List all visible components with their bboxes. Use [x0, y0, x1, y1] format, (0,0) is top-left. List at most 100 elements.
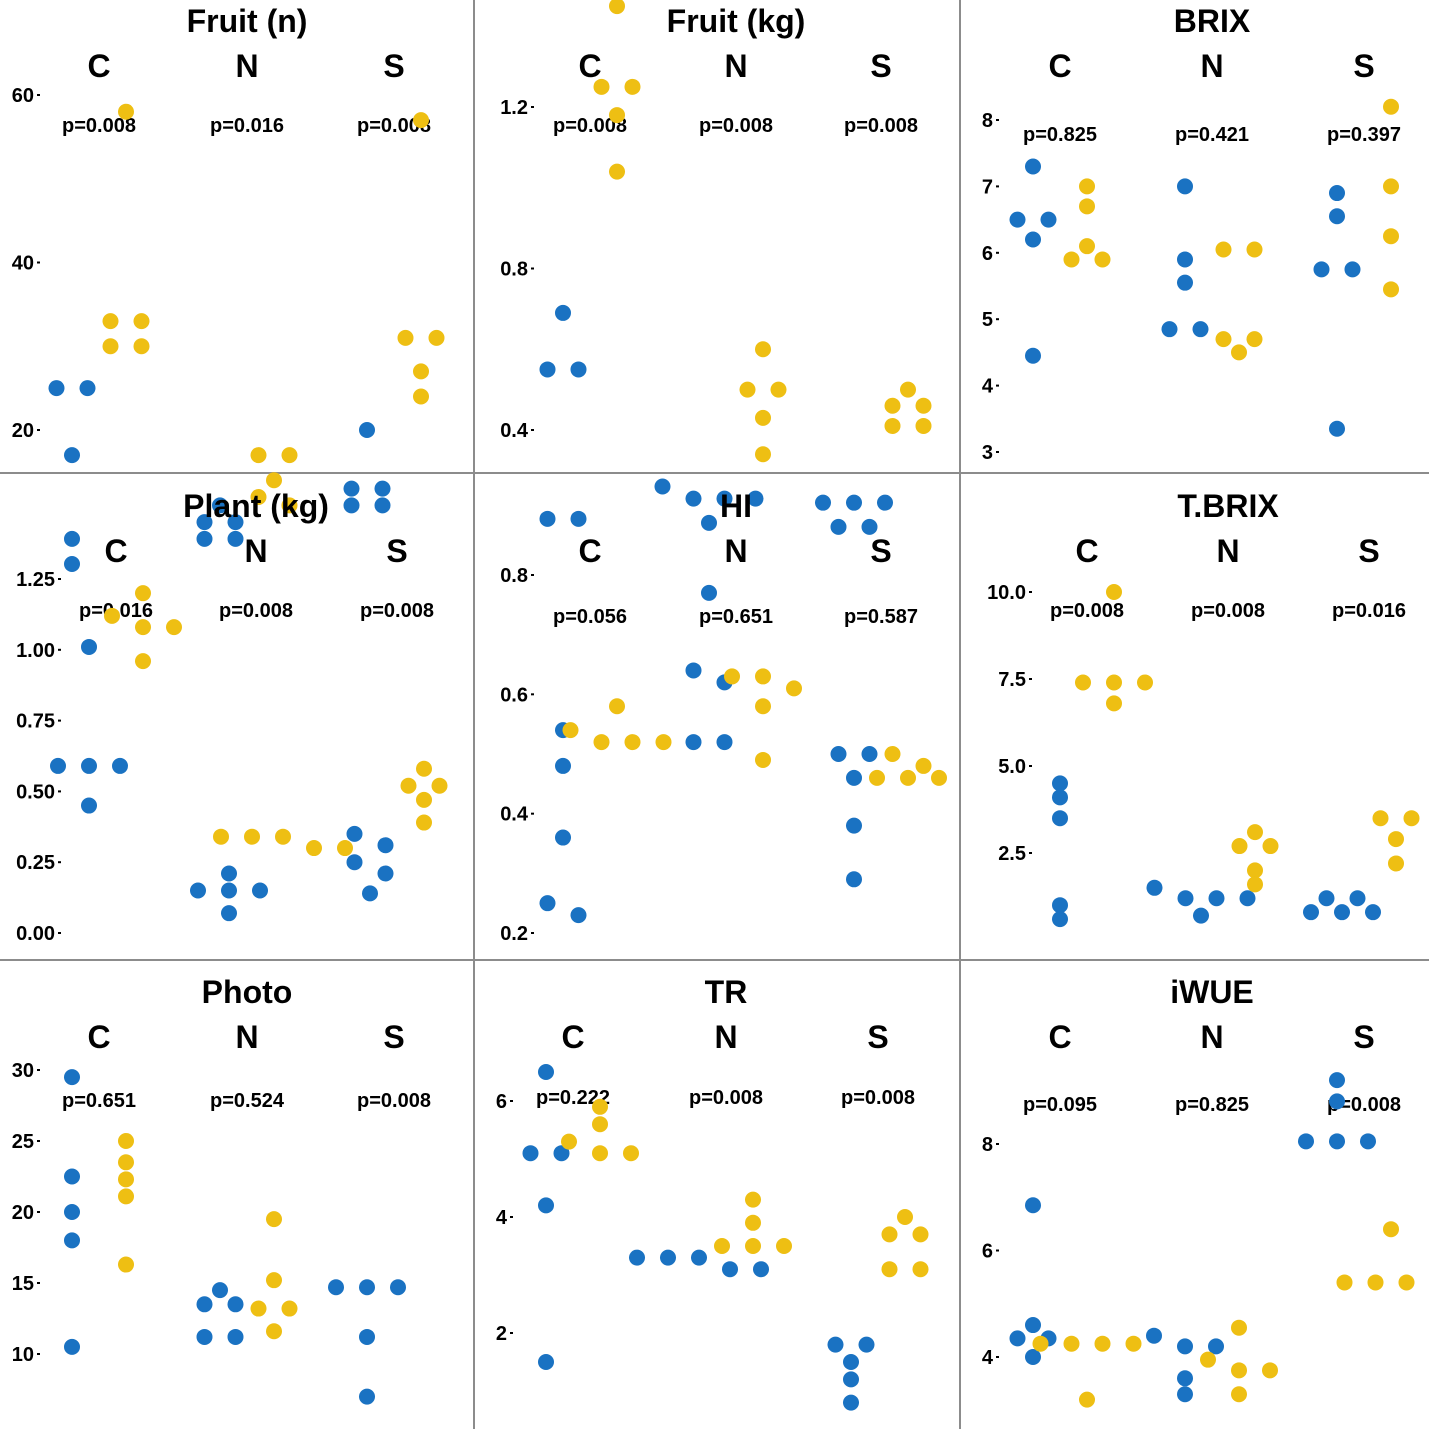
p-value-label: p=0.056 — [553, 606, 627, 628]
data-point-s-blue — [846, 871, 862, 888]
data-point-n-yellow — [1262, 1362, 1278, 1379]
data-point-c-yellow — [1106, 674, 1122, 691]
data-point-c-blue — [81, 797, 97, 814]
data-point-n-yellow — [1231, 838, 1248, 855]
data-point-s-blue — [374, 497, 391, 514]
p-value-label: p=0.008 — [689, 1087, 763, 1109]
data-point-s-yellow — [897, 1209, 913, 1225]
y-tick-mark — [996, 251, 999, 254]
data-point-c-blue — [64, 530, 80, 547]
y-tick-label: 4 — [496, 1207, 508, 1229]
data-point-n-blue — [629, 1249, 645, 1266]
data-point-n-blue — [196, 530, 213, 547]
data-point-s-blue — [861, 518, 878, 535]
y-tick-label: 6 — [496, 1091, 507, 1113]
data-point-n-yellow — [1200, 1351, 1216, 1368]
data-point-s-yellow — [1336, 1274, 1353, 1291]
y-tick-mark — [996, 185, 999, 188]
data-point-c-yellow — [1063, 1335, 1080, 1352]
data-point-s-yellow — [915, 417, 932, 434]
data-point-s-blue — [1360, 1133, 1376, 1150]
y-tick-mark — [37, 94, 40, 96]
data-point-c-blue — [555, 829, 571, 846]
data-point-n-blue — [1177, 1370, 1193, 1387]
data-point-c-yellow — [655, 734, 672, 751]
data-point-s-blue — [359, 1279, 375, 1296]
data-point-s-blue — [830, 518, 847, 535]
data-point-n-yellow — [306, 840, 322, 857]
y-tick-label: 0.25 — [16, 852, 55, 874]
p-value-label: p=0.825 — [1023, 124, 1097, 146]
data-point-s-blue — [343, 480, 360, 497]
data-point-s-yellow — [1372, 810, 1389, 827]
p-value-label: p=0.008 — [841, 1087, 915, 1109]
p-value-label: p=0.222 — [536, 1087, 610, 1109]
p-value-label: p=0.008 — [62, 115, 136, 137]
group-label-s: S — [1353, 48, 1374, 84]
y-tick-label: 20 — [12, 1202, 34, 1224]
data-point-n-yellow — [337, 840, 353, 857]
p-value-label: p=0.008 — [1191, 600, 1265, 622]
y-tick-label: 0.6 — [500, 684, 528, 706]
y-tick-mark — [510, 1100, 513, 1102]
y-tick-label: 5 — [982, 309, 993, 331]
data-point-c-blue — [64, 556, 80, 572]
y-tick-label: 15 — [12, 1273, 34, 1295]
data-point-c-blue — [64, 1168, 80, 1185]
data-point-n-blue — [1208, 1338, 1224, 1355]
y-tick-mark — [58, 790, 61, 793]
data-point-c-blue — [555, 757, 571, 774]
data-point-s-yellow — [915, 757, 932, 774]
data-point-n-yellow — [275, 828, 291, 845]
y-tick-mark — [996, 384, 999, 387]
p-value-label: p=0.397 — [1327, 124, 1401, 146]
data-point-n-yellow — [266, 1211, 282, 1228]
group-label-s: S — [867, 1019, 888, 1055]
data-point-n-blue — [227, 1328, 244, 1345]
data-point-s-yellow — [1383, 178, 1399, 195]
data-point-c-yellow — [118, 1171, 134, 1188]
data-point-c-blue — [570, 510, 587, 527]
data-point-c-blue — [112, 757, 128, 774]
data-point-c-yellow — [624, 78, 641, 95]
data-point-n-blue — [196, 1328, 213, 1345]
data-point-n-yellow — [1247, 876, 1263, 893]
p-value-label: p=0.421 — [1175, 124, 1249, 146]
group-label-s: S — [383, 1019, 404, 1055]
y-tick-mark — [996, 318, 999, 321]
y-tick-mark — [37, 1140, 40, 1142]
data-point-c-blue — [1009, 1330, 1026, 1347]
data-point-n-blue — [1239, 890, 1256, 907]
data-point-n-yellow — [755, 341, 771, 358]
data-point-c-yellow — [1094, 1335, 1111, 1352]
data-point-n-yellow — [266, 1323, 282, 1340]
y-tick-mark — [37, 1211, 40, 1213]
group-label-c: C — [1075, 533, 1098, 569]
data-point-c-yellow — [623, 1145, 639, 1162]
y-tick-label: 7 — [982, 176, 993, 198]
data-point-s-yellow — [900, 381, 916, 398]
data-point-c-yellow — [135, 619, 151, 636]
data-point-n-yellow — [281, 447, 298, 464]
data-point-n-blue — [1146, 1327, 1162, 1344]
data-point-n-yellow — [1231, 1386, 1247, 1403]
data-point-s-blue — [346, 854, 363, 871]
group-label-n: N — [235, 48, 258, 84]
data-point-n-blue — [221, 905, 237, 922]
data-point-c-blue — [81, 757, 97, 774]
data-point-s-blue — [359, 1388, 375, 1405]
data-point-c-blue — [64, 447, 80, 464]
data-point-s-yellow — [869, 769, 885, 786]
data-point-c-blue — [1025, 1317, 1041, 1334]
group-label-n: N — [1216, 533, 1239, 569]
p-value-label: p=0.008 — [1050, 600, 1124, 622]
y-tick-label: 0.4 — [500, 420, 529, 442]
y-tick-label: 6 — [982, 1241, 993, 1263]
p-value-label: p=0.008 — [553, 115, 627, 137]
data-point-c-blue — [64, 1338, 80, 1355]
data-point-n-yellow — [266, 1272, 282, 1289]
y-tick-label: 0.8 — [500, 565, 528, 587]
data-point-c-yellow — [592, 1116, 608, 1133]
data-point-c-yellow — [1125, 1335, 1142, 1352]
data-point-c-yellow — [609, 163, 625, 180]
